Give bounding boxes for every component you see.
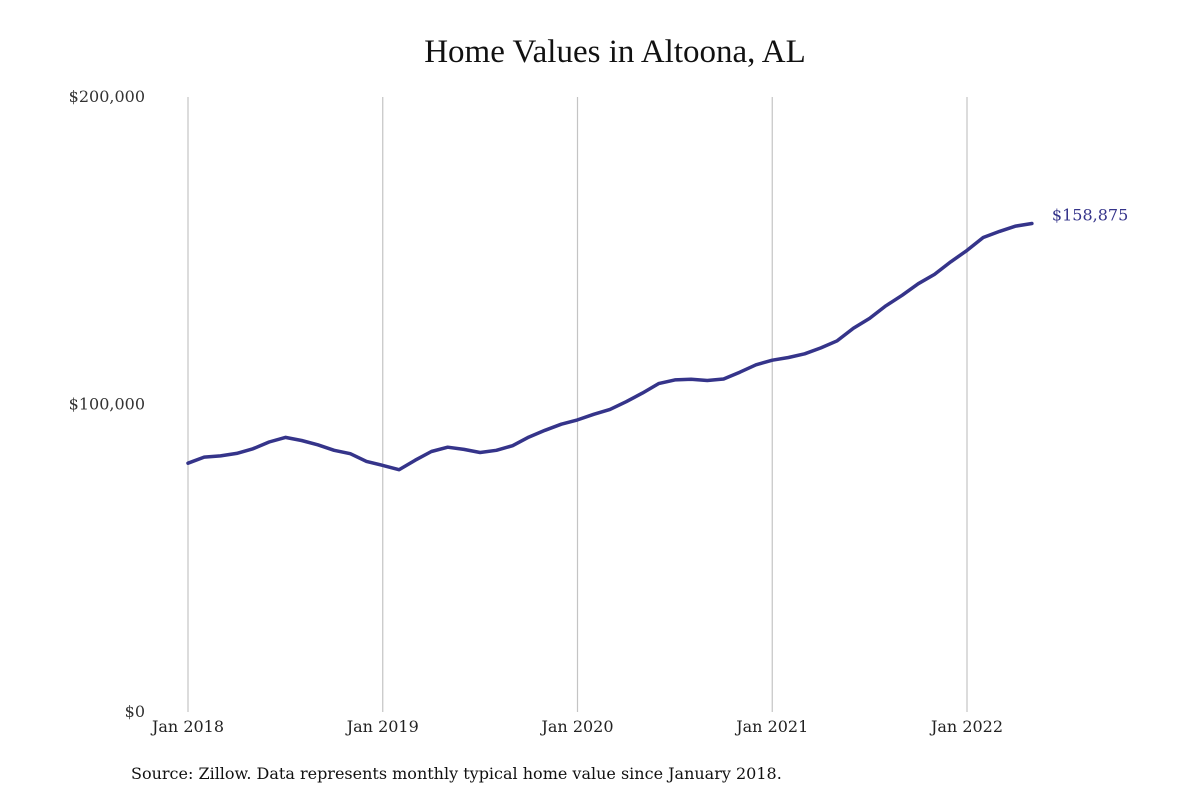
x-tick-label: Jan 2021 [734, 717, 808, 736]
y-tick-label: $200,000 [69, 87, 145, 106]
x-tick-label: Jan 2019 [345, 717, 419, 736]
x-tick-label: Jan 2018 [150, 717, 224, 736]
x-tick-label: Jan 2022 [929, 717, 1003, 736]
y-tick-label: $100,000 [69, 395, 145, 414]
source-note: Source: Zillow. Data represents monthly … [131, 764, 782, 783]
x-tick-label: Jan 2020 [539, 717, 613, 736]
end-value-label: $158,875 [1052, 205, 1128, 224]
chart-title: Home Values in Altoona, AL [424, 34, 806, 70]
y-tick-label: $0 [125, 702, 145, 721]
series-line [186, 221, 1034, 472]
